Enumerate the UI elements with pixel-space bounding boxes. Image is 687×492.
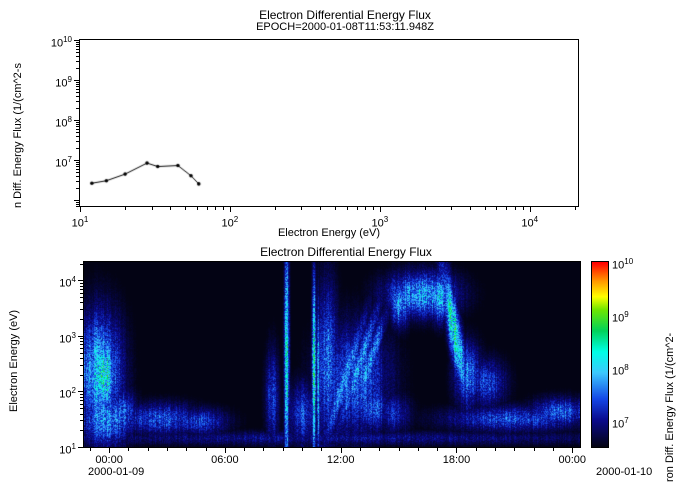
date-label-end: 2000-01-10	[596, 466, 653, 478]
bottom-y-axis-label: Electron Energy (eV)	[8, 309, 20, 412]
top-chart-title: Electron Differential Energy Flux	[259, 8, 431, 22]
bottom-chart-title: Electron Differential Energy Flux	[260, 245, 432, 259]
date-label-start: 2000-01-09	[88, 466, 145, 478]
colorbar-axis-label: ron Diff. Energy Flux (1/(cm^2-	[664, 332, 676, 482]
colorbar[interactable]	[592, 262, 608, 447]
top-x-axis-label: Electron Energy (eV)	[277, 227, 381, 239]
line-chart-plot-area[interactable]	[80, 40, 578, 206]
top-chart-epoch-subtitle: EPOCH=2000-01-08T11:53:11.948Z	[256, 21, 434, 33]
top-y-axis-label: n Diff. Energy Flux (1/(cm^2-s	[12, 63, 24, 208]
spectrogram-plot-area[interactable]	[84, 262, 580, 447]
